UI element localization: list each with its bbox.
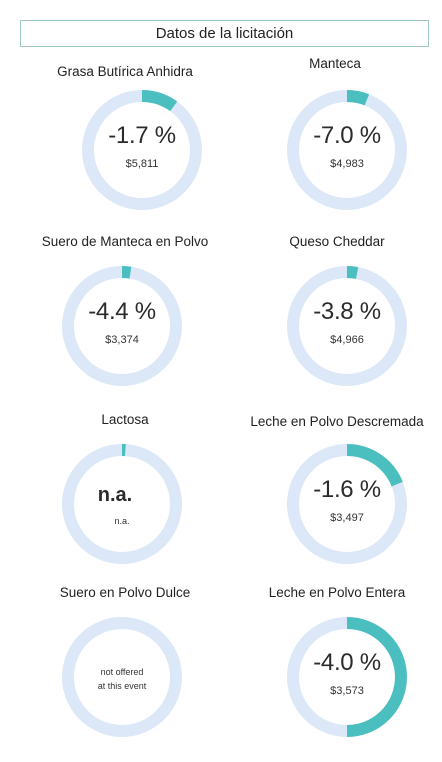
product-title: Suero de Manteca en Polvo [20, 234, 230, 249]
change-percent: -7.0 % [285, 122, 409, 150]
price-value: $3,573 [285, 685, 409, 697]
change-percent: -1.7 % [80, 122, 204, 150]
donut-gauge: -7.0 % $4,983 [285, 88, 409, 212]
price-value: $5,811 [80, 158, 204, 170]
change-percent: -4.0 % [285, 649, 409, 677]
donut-gauge: n.a. n.a. [60, 442, 184, 566]
price-value: $3,497 [285, 512, 409, 524]
donut-gauge: -3.8 % $4,966 [285, 264, 409, 388]
product-title: Manteca [230, 56, 440, 71]
section-header: Datos de la licitación [20, 20, 429, 47]
note-line: at this event [60, 679, 184, 693]
donut-gauge: -1.7 % $5,811 [80, 88, 204, 212]
product-card-lactosa: Lactosa n.a. n.a. [20, 410, 230, 590]
product-card-grasa-butirica: Grasa Butírica Anhidra -1.7 % $5,811 [20, 60, 230, 240]
change-percent: -1.6 % [285, 476, 409, 504]
product-title: Queso Cheddar [232, 234, 442, 249]
note-line: not offered [60, 665, 184, 679]
change-percent: n.a. [60, 484, 170, 507]
price-value: $3,374 [60, 334, 184, 346]
product-card-leche-descremada: Leche en Polvo Descremada -1.6 % $3,497 [232, 410, 442, 590]
price-value: n.a. [60, 516, 184, 526]
price-value: $4,966 [285, 334, 409, 346]
product-card-suero-dulce: Suero en Polvo Dulce not offered at this… [20, 582, 230, 762]
price-value: $4,983 [285, 158, 409, 170]
not-offered-note: not offered at this event [60, 665, 184, 693]
product-card-suero-manteca: Suero de Manteca en Polvo -4.4 % $3,374 [20, 232, 230, 412]
product-title: Lactosa [20, 412, 230, 427]
change-percent: -4.4 % [60, 298, 184, 326]
product-title: Leche en Polvo Descremada [232, 414, 442, 429]
product-card-queso-cheddar: Queso Cheddar -3.8 % $4,966 [232, 232, 442, 412]
donut-gauge: not offered at this event [60, 615, 184, 739]
product-card-manteca: Manteca -7.0 % $4,983 [230, 56, 440, 236]
section-title: Datos de la licitación [156, 25, 294, 42]
change-percent: -3.8 % [285, 298, 409, 326]
product-card-leche-entera: Leche en Polvo Entera -4.0 % $3,573 [232, 582, 442, 762]
product-title: Grasa Butírica Anhidra [20, 64, 230, 79]
product-title: Suero en Polvo Dulce [20, 585, 230, 600]
donut-gauge: -4.0 % $3,573 [285, 615, 409, 739]
product-title: Leche en Polvo Entera [232, 585, 442, 600]
donut-gauge: -4.4 % $3,374 [60, 264, 184, 388]
donut-gauge: -1.6 % $3,497 [285, 442, 409, 566]
